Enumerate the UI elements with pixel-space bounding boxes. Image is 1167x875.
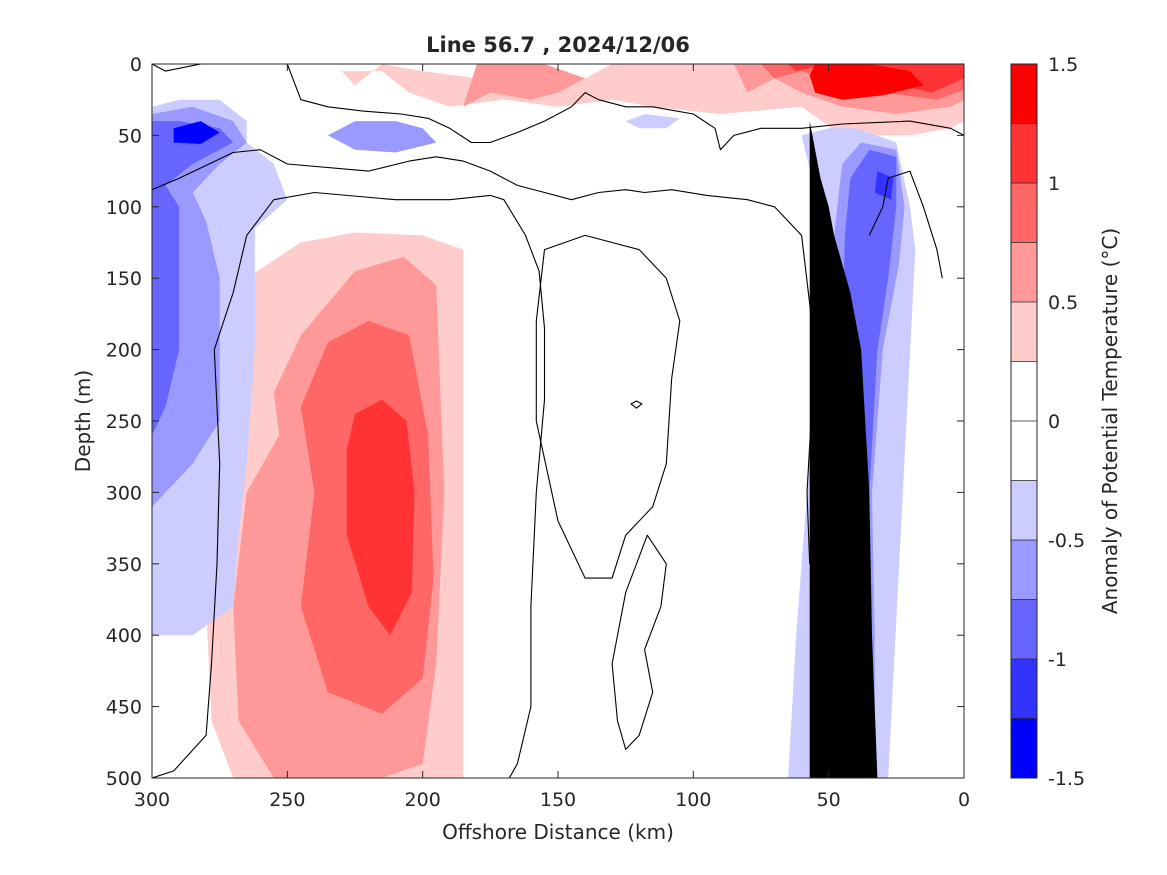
x-tick-label: 100: [675, 789, 711, 811]
contour-line-3: [152, 191, 546, 778]
y-axis-label: Depth (m): [71, 370, 95, 472]
contour-line-layer: [152, 64, 964, 778]
x-tick-label: 300: [134, 789, 170, 811]
colorbar-tick-label: 1.5: [1048, 54, 1078, 76]
colorbar-band-2: [1011, 183, 1037, 243]
anomaly-region-5: [463, 64, 586, 107]
seafloor-bathymetry: [809, 121, 878, 778]
seafloor-layer: [809, 121, 878, 778]
y-tick-label: 50: [118, 125, 142, 147]
colorbar-band-1: [1011, 123, 1037, 183]
y-tick-label: 0: [130, 54, 142, 76]
colorbar-band-5: [1011, 361, 1037, 421]
anomaly-region-12: [152, 121, 234, 436]
colorbar-band-8: [1011, 540, 1037, 600]
colorbar-tick-label: 0: [1048, 411, 1060, 433]
x-axis: 300 250 200 150 100 50 0: [134, 64, 970, 811]
y-tick-label: 250: [106, 411, 142, 433]
y-tick-label: 450: [106, 697, 142, 719]
colorbar-tick-label: -1.5: [1048, 768, 1085, 790]
contour-line-2: [152, 149, 816, 564]
colorbar-tick-label: 0.5: [1048, 292, 1078, 314]
anomaly-region-13: [173, 121, 220, 144]
x-tick-label: 0: [958, 789, 970, 811]
x-tick-label: 250: [269, 789, 305, 811]
contour-line-7: [868, 170, 943, 279]
x-tick-label: 200: [405, 789, 441, 811]
contour-line-1: [286, 64, 964, 151]
colorbar-band-11: [1011, 718, 1037, 778]
x-tick-label: 150: [540, 789, 576, 811]
y-tick-label: 300: [106, 482, 142, 504]
contour-line-4: [535, 234, 681, 579]
anomaly-region-3: [346, 399, 415, 636]
colorbar-label: Anomaly of Potential Temperature (°C): [1098, 228, 1122, 614]
y-tick-label: 500: [106, 768, 142, 790]
x-axis-label: Offshore Distance (km): [442, 820, 674, 844]
y-tick-label: 400: [106, 625, 142, 647]
x-tick-label: 50: [817, 789, 841, 811]
colorbar-tick-label: -1: [1048, 649, 1067, 671]
colorbar: 1.5 1 0.5 0 -0.5 -1 -1.5: [1010, 54, 1085, 790]
y-tick-label: 150: [106, 268, 142, 290]
contour-line-5: [630, 400, 643, 409]
y-axis: 0 50 100 150 200 250 300 350 400 450 500: [106, 54, 964, 790]
y-tick-label: 100: [106, 197, 142, 219]
colorbar-band-9: [1011, 599, 1037, 659]
chart-title: Line 56.7 , 2024/12/06: [426, 33, 690, 57]
colorbar-tick-label: -0.5: [1048, 530, 1085, 552]
y-tick-label: 350: [106, 554, 142, 576]
colorbar-band-6: [1011, 421, 1037, 481]
anomaly-region-9: [809, 64, 924, 100]
colorbar-frame: [1010, 63, 1038, 779]
anomaly-region-15: [625, 114, 680, 129]
anomaly-region-14: [327, 121, 437, 153]
colorbar-band-10: [1011, 659, 1037, 719]
contour-line-6: [611, 534, 667, 750]
y-tick-label: 200: [106, 340, 142, 362]
colorbar-band-7: [1011, 480, 1037, 540]
colorbar-band-4: [1011, 302, 1037, 362]
colorbar-band-0: [1011, 64, 1037, 124]
colorbar-band-3: [1011, 242, 1037, 302]
colorbar-tick-label: 1: [1048, 173, 1060, 195]
contour-line-0: [152, 64, 201, 72]
